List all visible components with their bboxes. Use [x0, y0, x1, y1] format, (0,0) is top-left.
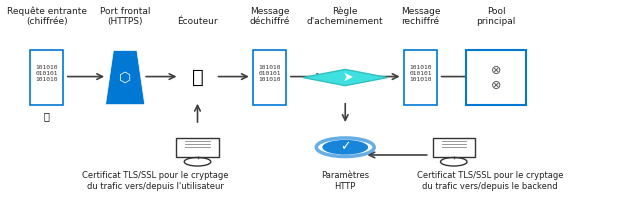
Text: Certificat TLS/SSL pour le cryptage
du trafic vers/depuis le backend: Certificat TLS/SSL pour le cryptage du t…	[417, 171, 563, 191]
Polygon shape	[105, 50, 145, 105]
Text: 🔒: 🔒	[44, 111, 50, 121]
FancyBboxPatch shape	[177, 138, 218, 157]
Text: Message
déchiffré: Message déchiffré	[250, 7, 290, 26]
Text: Pool
principal: Pool principal	[476, 7, 515, 26]
Text: Port frontal
(HTTPS): Port frontal (HTTPS)	[100, 7, 150, 26]
Text: ⊗
⊗: ⊗ ⊗	[490, 64, 501, 91]
Text: Requête entrante
(chiffrée): Requête entrante (chiffrée)	[7, 6, 87, 26]
Text: ➤: ➤	[343, 71, 354, 84]
Text: 101010
010101
101010: 101010 010101 101010	[36, 65, 58, 82]
Text: Règle
d'acheminement: Règle d'acheminement	[307, 6, 384, 26]
Text: ✓: ✓	[340, 140, 351, 153]
FancyBboxPatch shape	[253, 50, 286, 105]
Text: ⬡: ⬡	[119, 70, 131, 85]
FancyBboxPatch shape	[466, 50, 526, 105]
Text: Paramètres
HTTP: Paramètres HTTP	[321, 171, 369, 191]
Circle shape	[323, 140, 368, 155]
Text: Message
rechiffré: Message rechiffré	[401, 7, 441, 26]
Text: Écouteur: Écouteur	[177, 17, 218, 26]
FancyBboxPatch shape	[404, 50, 437, 105]
Text: 101010
010101
101010: 101010 010101 101010	[258, 65, 281, 82]
Text: Certificat TLS/SSL pour le cryptage
du trafic vers/depuis l'utilisateur: Certificat TLS/SSL pour le cryptage du t…	[82, 171, 228, 191]
Text: 101010
010101
101010: 101010 010101 101010	[409, 65, 432, 82]
FancyBboxPatch shape	[432, 138, 475, 157]
Text: 👂: 👂	[192, 68, 203, 87]
FancyBboxPatch shape	[30, 50, 64, 105]
Polygon shape	[303, 69, 388, 86]
